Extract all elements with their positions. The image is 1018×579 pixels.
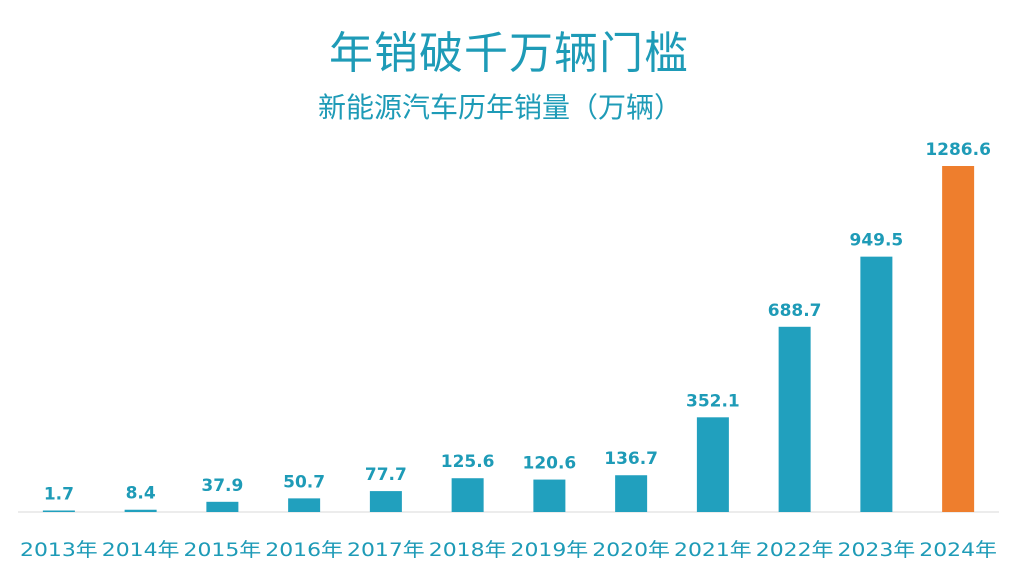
value-label-2013年: 1.7 <box>44 485 74 505</box>
value-label-2023年: 949.5 <box>849 231 903 251</box>
x-tick-label-2014年: 2014年 <box>102 539 180 561</box>
bar-2024年 <box>942 166 975 512</box>
value-label-2019年: 120.6 <box>522 454 576 474</box>
bar-2016年 <box>288 498 321 512</box>
bar-2014年 <box>124 509 157 512</box>
bar-2019年 <box>533 479 566 512</box>
x-tick-label-2024年: 2024年 <box>919 539 997 561</box>
bar-2020年 <box>615 475 648 512</box>
chart-title: 年销破千万辆门槛 <box>329 28 689 79</box>
bar-2017年 <box>369 491 402 512</box>
chart-subtitle: 新能源汽车历年销量（万辆） <box>317 91 682 124</box>
value-label-2022年: 688.7 <box>768 301 822 321</box>
value-label-2017年: 77.7 <box>365 465 407 485</box>
value-label-2021年: 352.1 <box>686 391 740 411</box>
x-tick-label-2022年: 2022年 <box>756 539 834 561</box>
value-label-2014年: 8.4 <box>126 484 156 504</box>
bar-2015年 <box>206 501 239 512</box>
value-label-2015年: 37.9 <box>201 476 243 496</box>
value-label-2020年: 136.7 <box>604 449 658 469</box>
x-tick-label-2015年: 2015年 <box>184 539 262 561</box>
x-tick-label-2016年: 2016年 <box>265 539 343 561</box>
bar-2018年 <box>451 478 484 512</box>
value-label-2024年: 1286.6 <box>925 140 991 160</box>
value-label-2016年: 50.7 <box>283 472 325 492</box>
bar-2023年 <box>860 256 893 512</box>
x-tick-label-2021年: 2021年 <box>674 539 752 561</box>
value-label-2018年: 125.6 <box>441 452 495 472</box>
bar-2022年 <box>778 326 811 512</box>
x-tick-label-2013年: 2013年 <box>20 539 98 561</box>
bar-2013年 <box>42 510 75 512</box>
x-tick-label-2023年: 2023年 <box>838 539 916 561</box>
bar-2021年 <box>696 417 729 512</box>
x-tick-label-2020年: 2020年 <box>592 539 670 561</box>
x-tick-label-2018年: 2018年 <box>429 539 507 561</box>
x-tick-label-2019年: 2019年 <box>511 539 589 561</box>
x-tick-label-2017年: 2017年 <box>347 539 425 561</box>
